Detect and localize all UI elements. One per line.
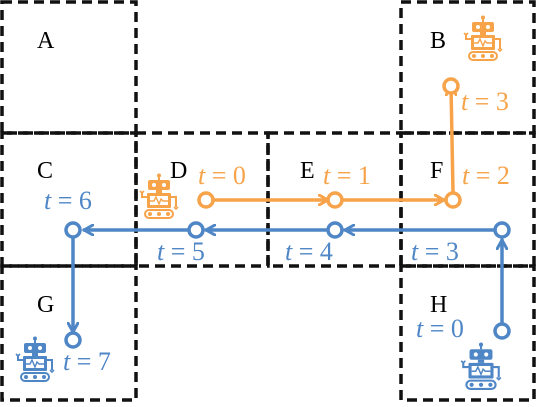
blue-time-t4: t = 4 — [285, 237, 333, 266]
blue-time-t0: t = 0 — [416, 314, 464, 343]
cell-label-a: A — [37, 28, 55, 54]
blue-node-t3 — [493, 221, 511, 239]
orange-path — [197, 77, 462, 209]
orange-node-t1 — [326, 191, 344, 209]
orange-time-t2: t = 2 — [462, 161, 510, 190]
orange-time-t0: t = 0 — [198, 161, 246, 190]
blue-node-t5 — [187, 221, 205, 239]
blue-node-t7 — [64, 331, 82, 349]
blue-time-t3: t = 3 — [411, 237, 459, 266]
blue-time-t5: t = 5 — [157, 237, 205, 266]
blue-time-labels: t = 0 t = 3 t = 4 t = 5 t = 6 t = 7 — [44, 186, 464, 376]
orange-node-t3 — [442, 77, 460, 95]
robot-icon-orange-b — [463, 15, 503, 61]
blue-path — [64, 221, 511, 349]
orange-node-t0 — [197, 191, 215, 209]
cell-label-h: H — [430, 292, 447, 318]
cell-label-b: B — [430, 28, 446, 54]
orange-arrow-f-b — [451, 84, 453, 194]
robot-icon-blue-g — [15, 335, 55, 383]
orange-time-labels: t = 0 t = 1 t = 2 t = 3 — [198, 87, 510, 190]
blue-node-t4 — [326, 221, 344, 239]
blue-node-t0 — [493, 322, 511, 340]
cell-g-box — [0, 264, 138, 402]
cell-h-box — [399, 264, 536, 402]
cell-c-box — [0, 131, 138, 268]
cell-label-f: F — [430, 158, 443, 184]
cell-label-c: C — [37, 158, 53, 184]
orange-time-t3: t = 3 — [461, 87, 509, 116]
cell-b-box — [399, 0, 536, 135]
cell-label-d: D — [170, 158, 187, 184]
cell-labels: A B C D E F G H — [37, 28, 447, 318]
blue-time-t6: t = 6 — [44, 186, 92, 215]
cell-label-g: G — [37, 292, 54, 318]
orange-time-t1: t = 1 — [323, 161, 371, 190]
cell-label-e: E — [300, 158, 315, 184]
robot-icon-blue-h — [460, 342, 502, 390]
blue-time-t7: t = 7 — [63, 347, 111, 376]
cell-a-box — [0, 0, 138, 135]
blue-node-t6 — [64, 221, 82, 239]
orange-node-t2 — [444, 191, 462, 209]
